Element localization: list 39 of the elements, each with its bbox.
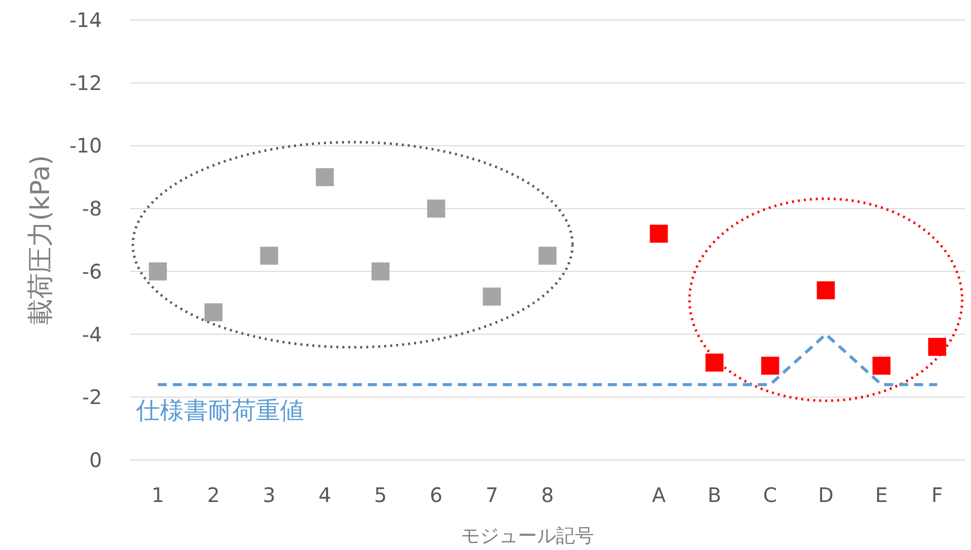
point <box>761 356 780 375</box>
x-tick-label: 8 <box>541 483 554 507</box>
y-tick-label: -6 <box>82 259 102 284</box>
x-axis-title: モジュール記号 <box>461 525 594 547</box>
series-label: 仕様書耐荷重値 <box>134 396 304 425</box>
point <box>148 262 167 280</box>
y-tick-label: -2 <box>82 385 102 410</box>
point <box>872 356 890 375</box>
x-tick-label: B <box>708 483 722 507</box>
point <box>372 262 390 280</box>
x-tick-label: 4 <box>318 483 332 507</box>
point <box>482 288 501 306</box>
x-tick-label: E <box>875 483 888 507</box>
x-tick-label: A <box>652 483 666 507</box>
y-tick-label: -4 <box>82 322 102 346</box>
point <box>706 354 724 372</box>
y-axis-title: 載荷圧力(kPa) <box>26 155 56 325</box>
y-tick-label: -10 <box>69 134 102 158</box>
point <box>204 303 222 322</box>
y-tick-label: -14 <box>69 8 102 32</box>
point <box>260 246 278 265</box>
point <box>427 200 446 218</box>
x-tick-label: 6 <box>430 483 443 507</box>
point <box>538 246 556 265</box>
x-tick-label: 2 <box>207 483 220 507</box>
y-tick-label: 0 <box>89 448 102 472</box>
x-tick-label: 1 <box>151 483 164 507</box>
point <box>816 281 835 300</box>
x-tick-label: C <box>763 483 778 507</box>
x-tick-label: F <box>931 483 943 507</box>
point <box>650 224 668 243</box>
x-tick-label: 7 <box>485 483 498 507</box>
x-tick-label: 3 <box>262 483 276 507</box>
y-tick-label: -8 <box>82 196 102 221</box>
x-tick-label: D <box>818 483 834 507</box>
x-tick-label: 5 <box>374 483 387 507</box>
point <box>928 338 946 356</box>
point <box>316 168 334 186</box>
y-tick-label: -12 <box>69 70 102 95</box>
